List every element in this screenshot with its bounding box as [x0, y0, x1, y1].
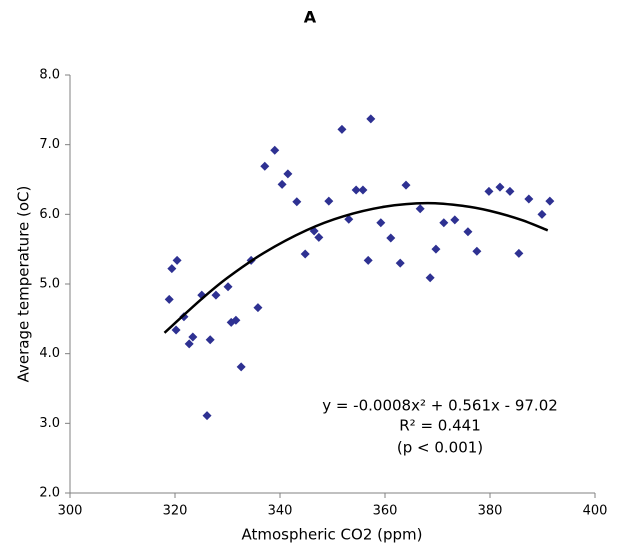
point: [401, 180, 411, 190]
x-tick-label: 400: [583, 504, 608, 519]
point: [205, 335, 215, 345]
y-tick-label: 3.0: [39, 416, 60, 431]
x-tick-label: 320: [163, 504, 188, 519]
point: [300, 249, 310, 259]
point: [514, 248, 524, 258]
point: [537, 209, 547, 219]
point: [270, 145, 280, 155]
point: [236, 362, 246, 372]
point: [167, 264, 177, 274]
point: [277, 179, 287, 189]
point: [223, 282, 233, 292]
point: [344, 214, 354, 224]
point: [395, 258, 405, 268]
y-tick-label: 6.0: [39, 207, 60, 222]
point: [253, 303, 263, 313]
y-tick-label: 5.0: [39, 277, 60, 292]
x-tick-label: 340: [268, 504, 293, 519]
point: [292, 197, 302, 207]
point: [545, 196, 555, 206]
y-tick-label: 4.0: [39, 346, 60, 361]
point: [505, 186, 515, 196]
y-tick-label: 2.0: [39, 486, 60, 501]
point: [358, 185, 368, 195]
y-tick-label: 8.0: [39, 68, 60, 83]
point: [363, 255, 373, 265]
x-axis-label: Atmospheric CO2 (ppm): [241, 526, 422, 544]
y-axis-label: Average temperature (oC): [15, 186, 33, 383]
point: [386, 233, 396, 243]
point: [260, 161, 270, 171]
point: [376, 218, 386, 228]
point: [425, 273, 435, 283]
x-tick-label: 300: [58, 504, 83, 519]
point: [463, 227, 473, 237]
point: [164, 294, 174, 304]
point: [431, 244, 441, 254]
point: [337, 124, 347, 134]
point: [184, 339, 194, 349]
y-tick-label: 7.0: [39, 137, 60, 152]
annotation: y = -0.0008x² + 0.561x - 97.02: [322, 397, 558, 415]
point: [484, 186, 494, 196]
point: [172, 255, 182, 265]
point: [472, 246, 482, 256]
point: [171, 325, 181, 335]
x-tick-label: 380: [478, 504, 503, 519]
chart-title: A: [304, 8, 317, 27]
point: [231, 315, 241, 325]
trend-line: [163, 201, 549, 334]
point: [439, 218, 449, 228]
point: [283, 169, 293, 179]
point: [366, 114, 376, 124]
x-tick-label: 360: [373, 504, 398, 519]
point: [188, 332, 198, 342]
point: [351, 185, 361, 195]
point: [524, 194, 534, 204]
point: [314, 232, 324, 242]
annotation: R² = 0.441: [399, 417, 480, 435]
point: [495, 182, 505, 192]
point: [415, 204, 425, 214]
annotation: (p < 0.001): [397, 439, 483, 457]
point: [202, 411, 212, 421]
point: [211, 290, 221, 300]
point: [324, 196, 334, 206]
point: [450, 215, 460, 225]
